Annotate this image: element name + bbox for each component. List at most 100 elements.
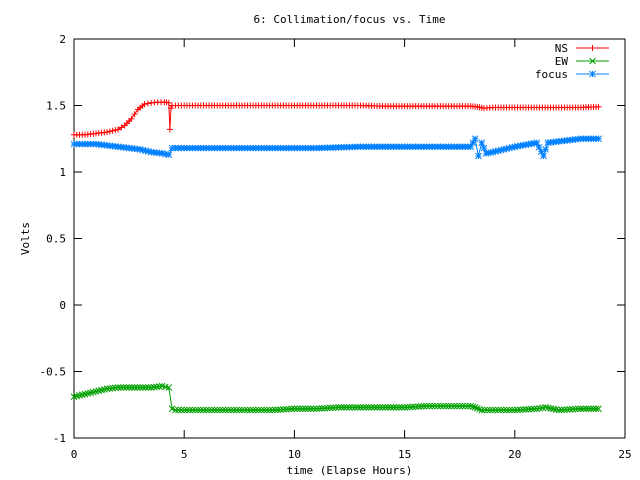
data-point-NS xyxy=(141,101,148,108)
data-point-EW xyxy=(313,405,320,413)
data-point-EW xyxy=(574,405,582,413)
data-point-EW xyxy=(357,404,364,411)
y-tick-label: 0 xyxy=(59,299,66,312)
data-point-EW xyxy=(442,402,450,410)
data-point-NS xyxy=(112,127,119,134)
data-point-EW xyxy=(590,405,597,413)
data-point-EW xyxy=(381,404,389,411)
data-point-EW xyxy=(233,406,240,414)
data-point-EW xyxy=(208,406,216,414)
data-point-EW xyxy=(271,406,279,414)
data-point-EW xyxy=(370,404,378,411)
data-point-EW xyxy=(213,406,221,414)
y-tick-label: -1 xyxy=(53,432,66,445)
plot-frame xyxy=(73,38,626,439)
data-point-EW xyxy=(197,406,205,414)
data-point-EW xyxy=(585,405,592,413)
data-point-EW xyxy=(558,406,565,414)
data-point-EW xyxy=(230,406,238,414)
data-point-EW xyxy=(304,405,312,413)
data-point-EW xyxy=(285,405,293,413)
data-point-EW xyxy=(307,405,315,413)
data-point-EW xyxy=(269,406,276,414)
data-point-EW xyxy=(522,406,530,413)
data-point-EW xyxy=(109,384,116,392)
data-point-EW xyxy=(494,406,502,414)
x-tick-label: 25 xyxy=(618,448,631,461)
data-point-EW xyxy=(587,405,595,413)
data-point-EW xyxy=(348,404,356,411)
x-tick-label: 0 xyxy=(71,448,78,461)
data-point-EW xyxy=(238,406,246,414)
legend-label: EW xyxy=(555,55,569,68)
data-point-EW xyxy=(415,403,422,410)
data-point-EW xyxy=(552,406,560,413)
x-tick-label: 10 xyxy=(288,448,301,461)
y-tick-label: 1 xyxy=(59,166,66,179)
data-point-NS xyxy=(118,124,125,131)
data-point-EW xyxy=(244,406,251,414)
x-tick-label: 15 xyxy=(398,448,411,461)
data-point-EW xyxy=(505,406,513,414)
data-point-EW xyxy=(392,404,400,411)
data-point-EW xyxy=(255,406,262,414)
data-point-EW xyxy=(194,406,202,414)
data-point-NS xyxy=(131,111,138,118)
data-point-NS xyxy=(115,126,122,133)
data-point-EW xyxy=(252,406,260,414)
data-point-EW xyxy=(500,406,508,414)
series-EW xyxy=(70,382,602,414)
series-layer xyxy=(70,99,602,414)
data-point-EW xyxy=(293,405,301,413)
data-point-EW xyxy=(365,404,373,411)
data-point-EW xyxy=(555,406,563,414)
data-point-NS xyxy=(109,127,116,134)
data-point-EW xyxy=(332,404,340,411)
data-point-EW xyxy=(142,384,149,391)
data-point-EW xyxy=(219,406,227,414)
data-point-EW xyxy=(431,402,439,410)
data-point-EW xyxy=(379,404,386,411)
data-point-EW xyxy=(412,403,419,411)
data-point-EW xyxy=(390,404,397,411)
data-point-EW xyxy=(222,406,229,414)
data-point-EW xyxy=(406,403,414,411)
data-point-EW xyxy=(473,404,481,412)
y-tick-label: -0.5 xyxy=(40,366,67,379)
data-point-EW xyxy=(122,384,130,391)
data-point-EW xyxy=(395,404,403,411)
data-point-EW xyxy=(384,404,392,411)
data-point-EW xyxy=(310,405,318,413)
data-point-EW xyxy=(117,384,125,391)
data-point-EW xyxy=(469,403,477,411)
data-point-EW xyxy=(103,385,111,393)
data-point-EW xyxy=(172,406,179,414)
data-point-EW xyxy=(351,404,359,411)
data-point-EW xyxy=(114,384,122,391)
data-point-EW xyxy=(106,385,114,392)
data-point-EW xyxy=(329,404,337,412)
data-point-EW xyxy=(497,406,505,414)
data-point-EW xyxy=(417,403,425,410)
data-point-focus xyxy=(165,151,173,159)
data-point-EW xyxy=(246,406,254,414)
x-tick-label: 20 xyxy=(508,448,521,461)
data-point-EW xyxy=(544,404,552,412)
data-point-EW xyxy=(577,405,585,413)
data-point-EW xyxy=(200,406,207,414)
data-point-NS xyxy=(167,105,174,112)
data-point-EW xyxy=(428,402,436,410)
data-point-EW xyxy=(373,404,381,411)
data-point-EW xyxy=(277,406,284,413)
legend-label: NS xyxy=(555,42,568,55)
data-point-EW xyxy=(439,402,447,410)
legend-marker xyxy=(589,57,596,65)
data-point-EW xyxy=(260,406,268,414)
y-tick-label: 1.5 xyxy=(46,100,66,113)
data-point-EW xyxy=(186,406,194,414)
data-point-EW xyxy=(467,402,475,410)
data-point-EW xyxy=(572,405,579,413)
data-point-EW xyxy=(542,404,550,411)
data-point-EW xyxy=(315,405,323,412)
data-point-EW xyxy=(486,406,494,414)
